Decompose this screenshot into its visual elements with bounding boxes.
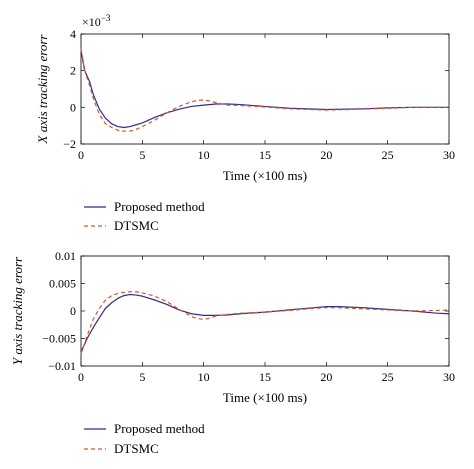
x-chart-y-ticks: −2 0 2 4 bbox=[63, 27, 449, 151]
y-chart-x-tick-label: 5 bbox=[139, 370, 145, 384]
y-chart-series-proposed-method-line bbox=[80, 293, 450, 353]
y-chart-y-ticks: −0.01 −0.005 0 0.005 0.01 bbox=[42, 249, 449, 373]
x-chart-x-tick-label: 30 bbox=[443, 148, 455, 162]
y-chart-x-ticks: 0 5 10 15 20 25 30 bbox=[78, 256, 455, 384]
y-legend-proposed-label: Proposed method bbox=[114, 421, 205, 436]
x-chart-x-axis-label: Time (×100 ms) bbox=[223, 168, 307, 183]
x-chart-series-proposed-method-line bbox=[80, 50, 449, 129]
x-chart-y-tick-label: 4 bbox=[70, 27, 76, 41]
y-chart-x-tick-label: 0 bbox=[78, 370, 84, 384]
y-chart-y-tick-label: −0.005 bbox=[42, 332, 76, 346]
y-chart-x-tick-label: 30 bbox=[443, 370, 455, 384]
x-chart-legend: Proposed method DTSMC bbox=[84, 199, 205, 233]
y-chart-y-tick-label: −0.01 bbox=[48, 359, 76, 373]
x-plot-frame bbox=[80, 33, 450, 145]
y-legend-dtsmc-label: DTSMC bbox=[114, 441, 159, 456]
x-chart-x-tick-label: 10 bbox=[198, 148, 210, 162]
x-chart-y-axis-label: X axis tracking erorr bbox=[35, 34, 50, 145]
x-chart-x-tick-label: 0 bbox=[78, 148, 84, 162]
y-chart-y-tick-label: 0.005 bbox=[49, 277, 76, 291]
y-chart-series bbox=[80, 291, 450, 355]
y-chart-y-tick-label: 0.01 bbox=[55, 249, 76, 263]
x-legend-dtsmc-label: DTSMC bbox=[114, 218, 159, 233]
y-chart-y-tick-label: 0 bbox=[70, 304, 76, 318]
y-chart-legend: Proposed method DTSMC bbox=[84, 421, 205, 456]
x-chart-x-tick-label: 5 bbox=[139, 148, 145, 162]
x-chart-x-tick-label: 15 bbox=[259, 148, 271, 162]
x-chart-exponent-label: ×10−3 bbox=[82, 13, 111, 29]
x-chart-y-tick-label: 0 bbox=[70, 100, 76, 114]
x-chart-x-tick-label: 20 bbox=[320, 148, 332, 162]
y-plot-frame bbox=[80, 255, 450, 367]
x-legend-proposed-label: Proposed method bbox=[114, 199, 205, 214]
x-chart-series-dtsmc-line bbox=[80, 48, 449, 132]
y-error-chart: 0 5 10 15 20 25 30 −0.01 −0.005 0 0.005 0.01 Y axi… bbox=[10, 249, 455, 456]
y-chart-series-dtsmc-line bbox=[80, 291, 450, 355]
y-chart-x-axis-label: Time (×100 ms) bbox=[223, 390, 307, 405]
y-chart-x-tick-label: 25 bbox=[382, 370, 394, 384]
y-chart-x-tick-label: 15 bbox=[259, 370, 271, 384]
x-chart-y-tick-label: 2 bbox=[70, 64, 76, 78]
x-chart-x-tick-label: 25 bbox=[382, 148, 394, 162]
y-chart-x-tick-label: 20 bbox=[320, 370, 332, 384]
x-chart-series bbox=[80, 48, 449, 132]
y-chart-y-axis-label: Y axis tracking erorr bbox=[10, 256, 25, 365]
y-chart-x-tick-label: 10 bbox=[198, 370, 210, 384]
x-chart-y-tick-label: −2 bbox=[63, 137, 76, 151]
x-chart-x-ticks: 0 5 10 15 20 25 30 bbox=[78, 34, 455, 162]
